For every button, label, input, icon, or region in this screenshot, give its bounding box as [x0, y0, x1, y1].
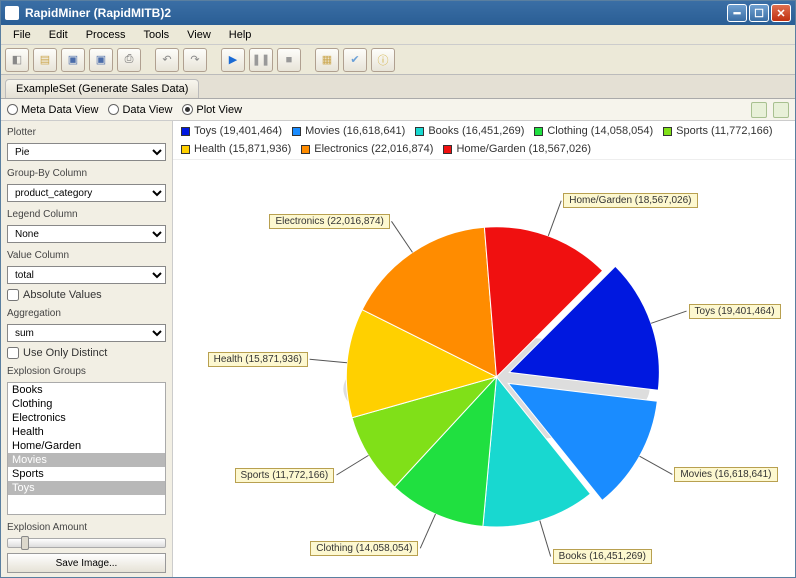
toolbar-run-button[interactable]: ▶	[221, 48, 245, 72]
toolbar: ◧▤▣▣⎙↶↷▶❚❚■▦✔ⓘ	[1, 45, 795, 75]
toolbar-save-button[interactable]: ▣	[61, 48, 85, 72]
plot-area: Toys (19,401,464) Movies (16,618,641) Book…	[173, 121, 795, 577]
view-radio-data-view[interactable]: Data View	[108, 104, 172, 116]
slice-label: Health (15,871,936)	[208, 352, 308, 367]
pie-chart	[173, 160, 795, 577]
slice-label: Toys (19,401,464)	[689, 304, 781, 319]
slice-label: Sports (11,772,166)	[235, 468, 335, 483]
toolbar-info-button[interactable]: ⓘ	[371, 48, 395, 72]
legend-item: Health (15,871,936)	[181, 143, 291, 155]
toolbar-saveas-button[interactable]: ▣	[89, 48, 113, 72]
explosion-item[interactable]: Electronics	[8, 411, 165, 425]
legend-item: Electronics (22,016,874)	[301, 143, 433, 155]
app-icon	[5, 6, 19, 20]
value-column-select[interactable]: total	[7, 266, 166, 284]
legend-item: Clothing (14,058,054)	[534, 125, 653, 137]
view-radio-meta-data-view[interactable]: Meta Data View	[7, 104, 98, 116]
absolute-checkbox[interactable]: Absolute Values	[7, 289, 166, 301]
groupby-select[interactable]: product_category	[7, 184, 166, 202]
titlebar: RapidMiner (RapidMITB)2 ━ ☐ ✕	[1, 1, 795, 25]
toolbar-results-button[interactable]: ▦	[315, 48, 339, 72]
explosion-groups-label: Explosion Groups	[7, 366, 166, 377]
slice-label: Movies (16,618,641)	[674, 467, 777, 482]
plotter-label: Plotter	[7, 127, 166, 138]
slice-label: Books (16,451,269)	[553, 549, 652, 564]
legend-label: Legend Column	[7, 209, 166, 220]
slice-label: Electronics (22,016,874)	[269, 214, 389, 229]
sidebar: Plotter Pie Group-By Column product_cate…	[1, 121, 173, 577]
view-radio-label: Data View	[122, 104, 172, 116]
slice-label: Home/Garden (18,567,026)	[563, 193, 697, 208]
explosion-groups-list[interactable]: BooksClothingElectronicsHealthHome/Garde…	[7, 382, 166, 515]
aggregation-label: Aggregation	[7, 308, 166, 319]
groupby-label: Group-By Column	[7, 168, 166, 179]
toolbar-new-button[interactable]: ◧	[5, 48, 29, 72]
main-area: Meta Data View Data View Plot View Plotter…	[1, 99, 795, 577]
explosion-item[interactable]: Sports	[8, 467, 165, 481]
toolbar-open-button[interactable]: ▤	[33, 48, 57, 72]
plotter-select[interactable]: Pie	[7, 143, 166, 161]
app-window: RapidMiner (RapidMITB)2 ━ ☐ ✕ FileEditPr…	[0, 0, 796, 578]
distinct-label: Use Only Distinct	[23, 347, 107, 359]
save-image-button[interactable]: Save Image...	[7, 553, 166, 573]
close-button[interactable]: ✕	[771, 4, 791, 22]
minimize-button[interactable]: ━	[727, 4, 747, 22]
absolute-label: Absolute Values	[23, 289, 102, 301]
toolbar-stop-button[interactable]: ■	[277, 48, 301, 72]
explosion-item[interactable]: Clothing	[8, 397, 165, 411]
settings-icon[interactable]	[773, 102, 789, 118]
legend-item: Sports (11,772,166)	[663, 125, 772, 137]
maximize-button[interactable]: ☐	[749, 4, 769, 22]
view-radio-plot-view[interactable]: Plot View	[182, 104, 242, 116]
slice-label: Clothing (14,058,054)	[310, 541, 418, 556]
toolbar-undo-button[interactable]: ↶	[155, 48, 179, 72]
menu-process[interactable]: Process	[78, 27, 134, 43]
view-radio-label: Plot View	[196, 104, 242, 116]
menu-tools[interactable]: Tools	[135, 27, 177, 43]
view-radio-label: Meta Data View	[21, 104, 98, 116]
explosion-amount-slider[interactable]	[7, 538, 166, 548]
tabstrip: ExampleSet (Generate Sales Data)	[1, 75, 795, 99]
aggregation-select[interactable]: sum	[7, 324, 166, 342]
menu-view[interactable]: View	[179, 27, 219, 43]
view-strip: Meta Data View Data View Plot View	[1, 99, 795, 121]
menubar: FileEditProcessToolsViewHelp	[1, 25, 795, 45]
toolbar-validate-button[interactable]: ✔	[343, 48, 367, 72]
legend-item: Movies (16,618,641)	[292, 125, 405, 137]
tab-exampleset[interactable]: ExampleSet (Generate Sales Data)	[5, 79, 199, 98]
menu-edit[interactable]: Edit	[41, 27, 76, 43]
explosion-item[interactable]: Home/Garden	[8, 439, 165, 453]
legend-item: Home/Garden (18,567,026)	[443, 143, 591, 155]
content: Plotter Pie Group-By Column product_cate…	[1, 121, 795, 577]
toolbar-redo-button[interactable]: ↷	[183, 48, 207, 72]
legend-top: Toys (19,401,464) Movies (16,618,641) Book…	[173, 121, 795, 160]
menu-file[interactable]: File	[5, 27, 39, 43]
distinct-checkbox[interactable]: Use Only Distinct	[7, 347, 166, 359]
toolbar-print-button[interactable]: ⎙	[117, 48, 141, 72]
explosion-item[interactable]: Health	[8, 425, 165, 439]
toolbar-pause-button[interactable]: ❚❚	[249, 48, 273, 72]
chart-stage: Toys (19,401,464) Movies (16,618,641) Book…	[173, 160, 795, 577]
explosion-item[interactable]: Movies	[8, 453, 165, 467]
explosion-amount-label: Explosion Amount	[7, 522, 166, 533]
window-title: RapidMiner (RapidMITB)2	[25, 6, 725, 20]
legend-item: Books (16,451,269)	[415, 125, 524, 137]
menu-help[interactable]: Help	[221, 27, 260, 43]
explosion-item[interactable]: Books	[8, 383, 165, 397]
legend-item: Toys (19,401,464)	[181, 125, 282, 137]
legend-select[interactable]: None	[7, 225, 166, 243]
export-icon[interactable]	[751, 102, 767, 118]
value-column-label: Value Column	[7, 250, 166, 261]
explosion-item[interactable]: Toys	[8, 481, 165, 495]
